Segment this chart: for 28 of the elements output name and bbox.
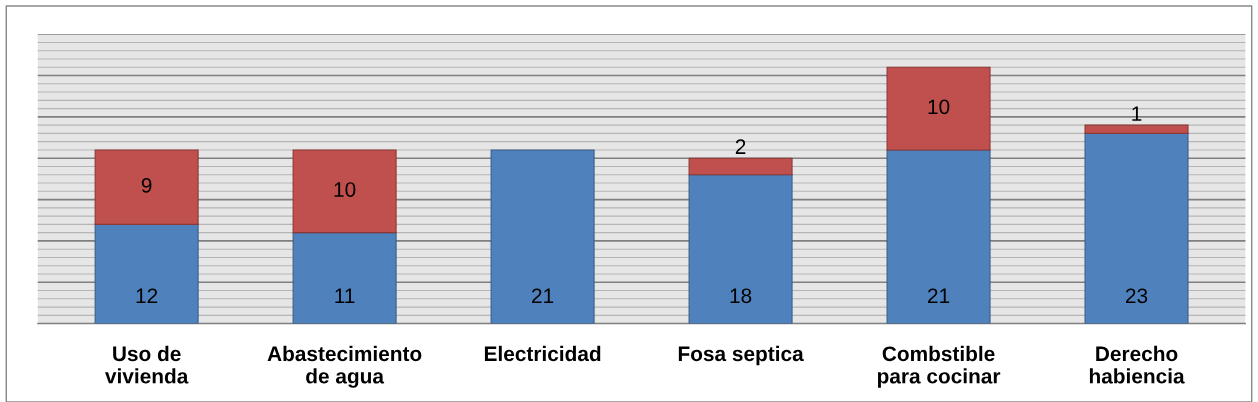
data-label: 10 (928, 99, 950, 115)
x-tick-label: Combstible para cocinar (877, 345, 1001, 388)
bar (490, 149, 595, 324)
data-label: 9 (141, 178, 152, 193)
x-tick-label: Derecho habiencia (1089, 345, 1185, 384)
data-label: 10 (334, 182, 356, 197)
bar (94, 149, 199, 225)
data-label: 21 (532, 288, 554, 303)
bar (886, 66, 991, 151)
x-tick-label: Uso de vivienda (105, 345, 189, 384)
x-tick-label: Electricidad (484, 345, 601, 362)
x-tick-label: Fosa septica (678, 345, 804, 366)
data-label: 11 (335, 288, 355, 303)
bar (688, 157, 793, 176)
data-label: 2 (735, 139, 746, 154)
bar (94, 223, 199, 324)
bar (1084, 132, 1189, 324)
data-label: 12 (136, 288, 158, 303)
x-tick-label: Abastecimiento de agua (267, 345, 422, 388)
data-label: 18 (730, 288, 752, 304)
data-label: 1 (1132, 106, 1142, 121)
bar (292, 149, 397, 234)
bar (688, 174, 793, 324)
bar (1084, 124, 1189, 134)
bar (886, 149, 991, 324)
bar (292, 232, 397, 324)
data-label: 23 (1125, 288, 1148, 304)
data-label: 21 (928, 288, 950, 303)
